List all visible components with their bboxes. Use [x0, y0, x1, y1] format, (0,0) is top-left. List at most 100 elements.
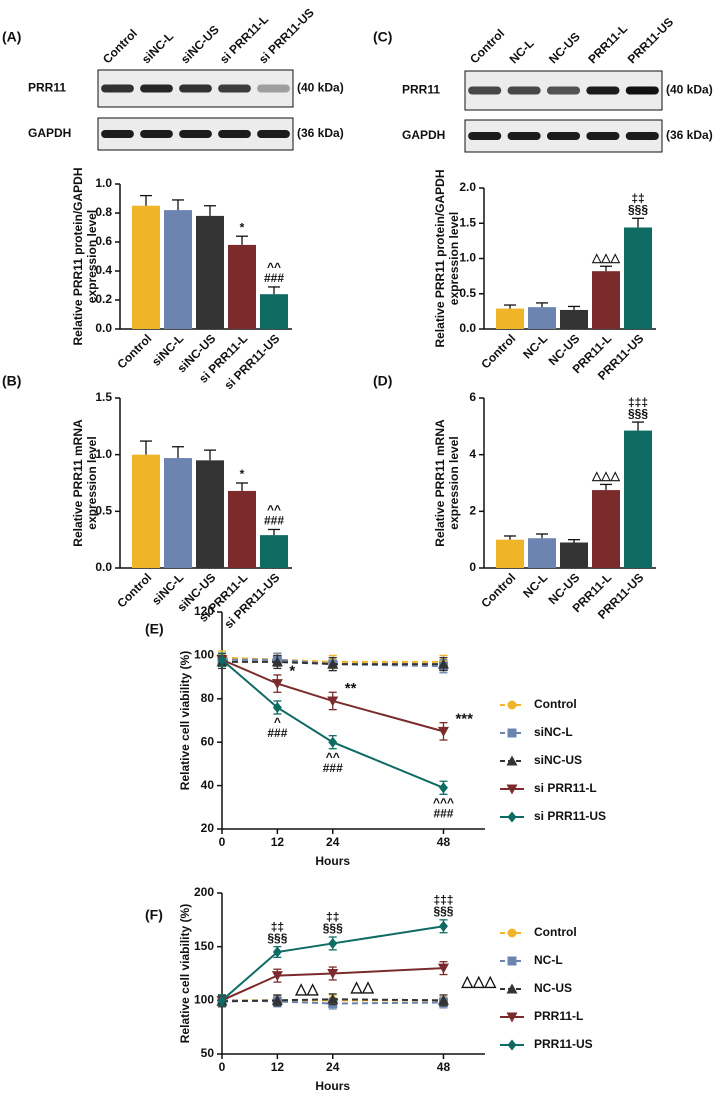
- marker: [328, 937, 338, 949]
- y-tick-label: 0.5: [459, 286, 476, 300]
- lane-label: siNC-L: [139, 29, 176, 66]
- y-axis-label: Relative cell viability (%): [178, 651, 192, 790]
- legend-label: Control: [534, 697, 577, 711]
- bar: [196, 460, 224, 568]
- lane-label: NC-US: [546, 30, 583, 67]
- legend-marker: [507, 700, 517, 710]
- y-tick-label: 1.0: [459, 251, 476, 265]
- marker: [271, 994, 283, 1005]
- legend-label: si PRR11-US: [534, 809, 606, 823]
- legend-label: Control: [534, 925, 577, 939]
- significance-label: ^: [274, 715, 281, 729]
- bar: [132, 205, 160, 329]
- y-tick-label: 80: [201, 691, 215, 705]
- significance-label: **: [345, 680, 357, 697]
- y-tick-label: 20: [201, 821, 215, 835]
- series-line: [222, 658, 444, 668]
- y-axis-label: Relative PRR11 protein/GAPDH: [71, 167, 85, 345]
- y-tick-label: 4: [469, 447, 476, 461]
- kda-label: (40 kDa): [297, 81, 344, 95]
- y-tick-label: 0.0: [95, 321, 112, 335]
- y-axis-label: Relative cell viability (%): [178, 904, 192, 1043]
- panel-label: (D): [373, 373, 392, 389]
- significance-label: ^^^: [433, 795, 454, 809]
- significance-label: ###: [264, 271, 284, 285]
- significance-label: §§§: [628, 406, 648, 420]
- marker: [271, 971, 283, 982]
- significance-label: ***: [455, 710, 473, 727]
- panel-label: (B): [2, 373, 21, 389]
- legend-marker: [507, 956, 517, 966]
- y-tick-label: 0.5: [95, 504, 112, 518]
- lane-label: si PRR11-US: [256, 6, 317, 67]
- y-tick-label: 0.0: [95, 560, 112, 574]
- bar: [260, 294, 288, 329]
- legend-marker: [507, 1039, 517, 1051]
- legend-marker: [506, 784, 518, 795]
- significance-label: §§§: [267, 931, 287, 945]
- row-label: PRR11: [28, 81, 66, 95]
- lane-label: siNC-US: [178, 23, 222, 67]
- lane-label: Control: [467, 26, 507, 66]
- blot-band: [468, 86, 502, 95]
- y-tick-label: 0.0: [459, 321, 476, 335]
- y-axis-label: expression level: [447, 212, 461, 305]
- x-tick-label: 12: [271, 1060, 285, 1074]
- series-line: [221, 999, 444, 1005]
- legend-label: PRR11-US: [534, 1037, 593, 1051]
- blot-band: [218, 84, 251, 93]
- bar: [196, 215, 224, 329]
- significance-label: ^^: [267, 260, 281, 274]
- significance-label: ###: [323, 761, 343, 775]
- significance-label: ###: [264, 514, 284, 528]
- x-tick-label: 0: [219, 835, 226, 849]
- legend-label: si PRR11-L: [534, 781, 597, 795]
- blot-band: [140, 84, 173, 93]
- blot-band: [507, 86, 541, 95]
- significance-label: △△△: [591, 469, 620, 483]
- legend-label: siNC-L: [534, 725, 573, 739]
- blot-band: [546, 132, 581, 140]
- blot-band: [625, 86, 659, 95]
- legend-label: siNC-US: [534, 753, 582, 767]
- bar: [624, 227, 652, 329]
- y-axis-label: expression level: [85, 210, 99, 303]
- y-tick-label: 150: [194, 939, 214, 953]
- bar: [164, 458, 192, 568]
- lane-label: PRR11-US: [625, 15, 676, 66]
- marker: [328, 736, 338, 748]
- bar: [496, 539, 524, 568]
- blot-band: [586, 86, 620, 95]
- y-tick-label: 1.0: [95, 447, 112, 461]
- y-axis-label: expression level: [85, 436, 99, 529]
- blot-band: [625, 132, 659, 140]
- marker: [327, 993, 339, 1004]
- y-tick-label: 1.5: [95, 390, 112, 404]
- marker: [437, 994, 449, 1005]
- kda-label: (36 kDa): [297, 126, 344, 140]
- x-axis-label: Hours: [315, 1079, 350, 1093]
- bar: [228, 490, 256, 568]
- significance-label: §§§: [628, 202, 648, 216]
- series-line: [222, 660, 444, 666]
- marker: [272, 701, 282, 713]
- blot-band: [507, 132, 541, 140]
- marker: [438, 920, 448, 932]
- significance-label: *: [240, 220, 245, 234]
- blot-band: [179, 84, 212, 93]
- significance-label: *: [289, 663, 295, 680]
- x-tick-label: 48: [437, 1060, 451, 1074]
- marker: [271, 656, 283, 667]
- blot-band: [257, 130, 290, 138]
- y-tick-label: 120: [194, 604, 214, 618]
- x-axis-label: Hours: [315, 854, 350, 868]
- bar: [592, 271, 620, 329]
- blot-band: [179, 130, 212, 138]
- legend-label: NC-US: [534, 981, 572, 995]
- bar: [260, 535, 288, 568]
- row-label: PRR11: [402, 83, 440, 97]
- marker: [327, 696, 339, 707]
- significance-label: ‡‡: [326, 910, 339, 924]
- y-tick-label: 0.4: [95, 263, 112, 277]
